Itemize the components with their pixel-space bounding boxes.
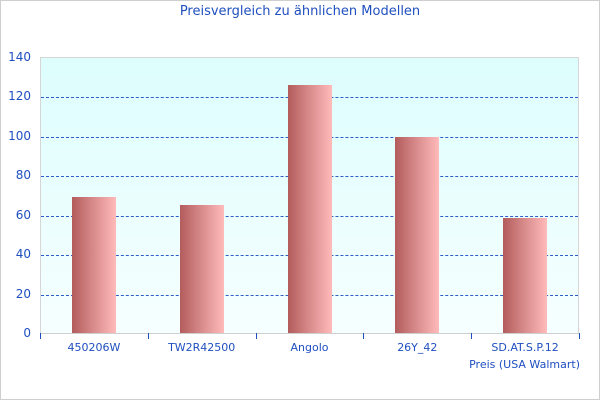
bar[interactable]	[395, 136, 440, 333]
y-tick-label: 120	[8, 89, 31, 104]
y-tick-label: 0	[23, 326, 31, 340]
x-tick	[363, 333, 365, 339]
x-tick-label: SD.AT.S.P.12	[491, 341, 559, 354]
x-tick	[471, 333, 473, 339]
y-tick-label: 80	[15, 168, 31, 183]
x-tick-label: Angolo	[290, 341, 329, 354]
bar[interactable]	[179, 204, 224, 333]
x-tick	[40, 333, 41, 339]
x-tick	[255, 333, 257, 339]
y-tick-label: 100	[8, 128, 31, 143]
bar[interactable]	[503, 217, 548, 333]
bar[interactable]	[287, 84, 332, 333]
bar[interactable]	[71, 196, 116, 333]
x-tick-label: 450206W	[67, 341, 121, 354]
chart-title: Preisvergleich zu ähnlichen Modellen	[179, 4, 421, 19]
x-axis-title: Preis (USA Walmart)	[469, 358, 580, 371]
y-tick-label: 60	[15, 207, 31, 222]
x-axis-line	[40, 333, 579, 334]
x-tick-label: TW2R42500	[168, 341, 236, 354]
y-tick-label: 140	[8, 50, 31, 64]
x-tick-label: 26Y_42	[397, 341, 438, 354]
y-tick-label: 20	[15, 286, 31, 301]
x-tick	[147, 333, 149, 339]
y-tick-label: 40	[15, 247, 31, 262]
x-tick	[579, 333, 580, 339]
